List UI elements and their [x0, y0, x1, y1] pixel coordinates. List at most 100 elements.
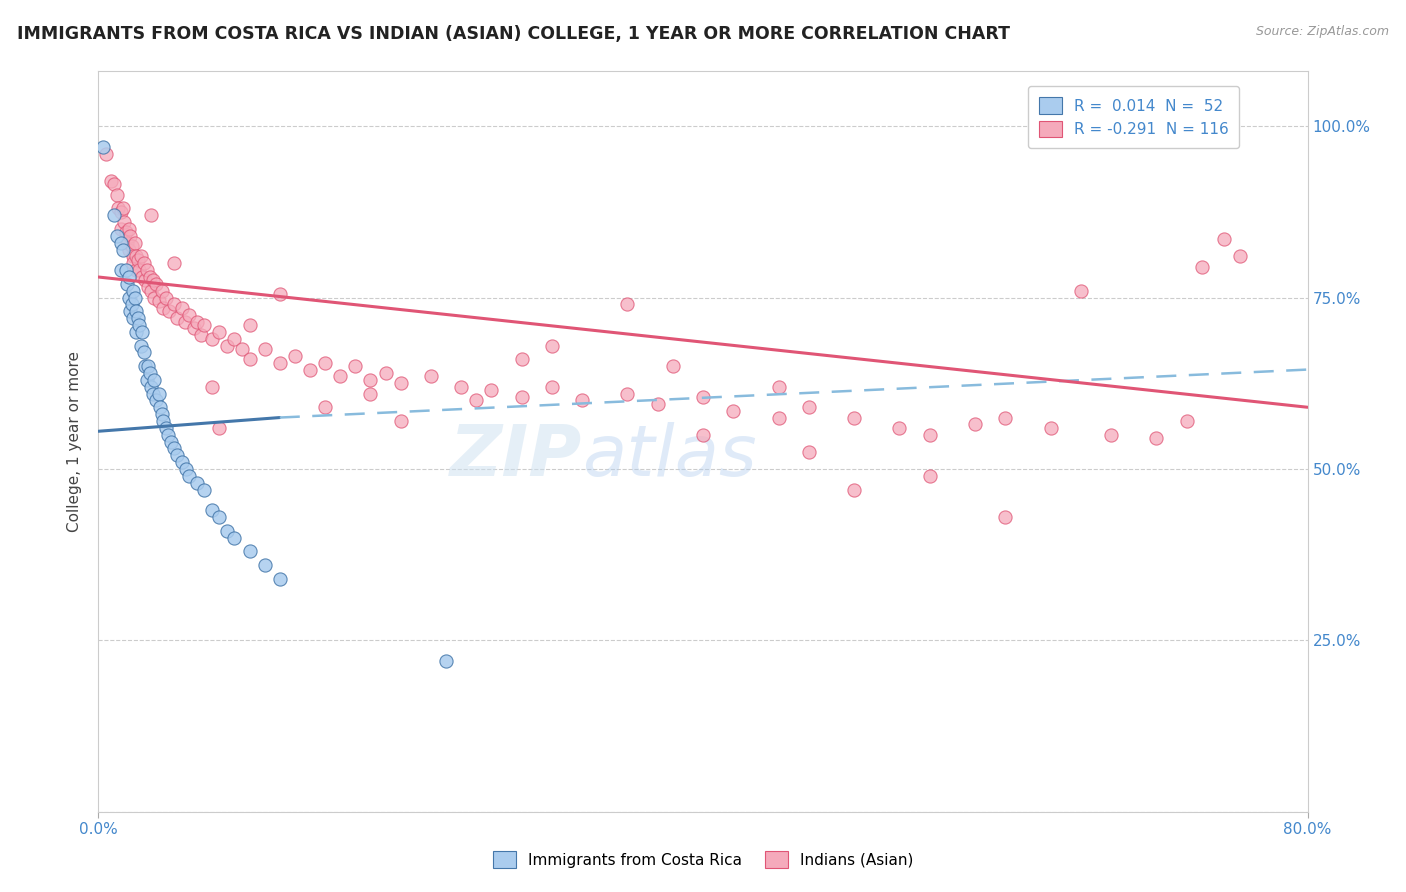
- Point: [139, 366, 162, 380]
- Point: [141, 380, 163, 394]
- Point: [170, 455, 193, 469]
- Point: [111, 202, 134, 216]
- Point: [152, 414, 174, 428]
- Point: [115, 277, 138, 291]
- Point: [91, 140, 114, 154]
- Point: [139, 270, 162, 285]
- Point: [299, 362, 322, 376]
- Point: [110, 205, 132, 219]
- Point: [616, 386, 638, 401]
- Point: [239, 352, 262, 367]
- Point: [170, 301, 193, 315]
- Point: [110, 235, 132, 250]
- Point: [114, 226, 136, 240]
- Point: [360, 386, 382, 401]
- Point: [253, 558, 276, 572]
- Point: [128, 263, 150, 277]
- Point: [94, 146, 117, 161]
- Point: [994, 510, 1017, 524]
- Point: [174, 462, 197, 476]
- Point: [163, 442, 186, 456]
- Point: [434, 654, 457, 668]
- Point: [111, 243, 134, 257]
- Point: [163, 256, 186, 270]
- Point: [118, 222, 141, 236]
- Point: [389, 376, 412, 391]
- Point: [692, 390, 714, 404]
- Point: [156, 427, 179, 442]
- Point: [193, 483, 215, 497]
- Point: [120, 228, 142, 243]
- Point: [284, 349, 307, 363]
- Point: [155, 291, 177, 305]
- Point: [127, 311, 149, 326]
- Point: [142, 273, 165, 287]
- Point: [115, 235, 138, 250]
- Point: [149, 401, 172, 415]
- Legend: Immigrants from Costa Rica, Indians (Asian): Immigrants from Costa Rica, Indians (Asi…: [485, 844, 921, 875]
- Point: [374, 366, 396, 380]
- Point: [127, 252, 149, 267]
- Text: Source: ZipAtlas.com: Source: ZipAtlas.com: [1256, 25, 1389, 38]
- Point: [103, 178, 125, 192]
- Point: [314, 356, 336, 370]
- Point: [481, 383, 503, 397]
- Point: [510, 352, 533, 367]
- Point: [844, 410, 866, 425]
- Point: [110, 222, 132, 236]
- Point: [208, 325, 231, 339]
- Point: [1070, 284, 1092, 298]
- Point: [1191, 260, 1213, 274]
- Point: [1213, 232, 1236, 246]
- Point: [135, 263, 157, 277]
- Point: [994, 410, 1017, 425]
- Point: [163, 297, 186, 311]
- Point: [141, 284, 163, 298]
- Point: [134, 359, 156, 373]
- Point: [124, 235, 146, 250]
- Point: [329, 369, 352, 384]
- Point: [208, 510, 231, 524]
- Point: [190, 328, 212, 343]
- Point: [128, 318, 150, 332]
- Point: [450, 380, 472, 394]
- Point: [1146, 431, 1168, 445]
- Point: [360, 373, 382, 387]
- Point: [389, 414, 412, 428]
- Point: [239, 318, 262, 332]
- Point: [186, 315, 208, 329]
- Point: [510, 390, 533, 404]
- Point: [844, 483, 866, 497]
- Point: [143, 291, 166, 305]
- Point: [314, 401, 336, 415]
- Point: [132, 256, 155, 270]
- Point: [118, 291, 141, 305]
- Point: [118, 270, 141, 285]
- Text: IMMIGRANTS FROM COSTA RICA VS INDIAN (ASIAN) COLLEGE, 1 YEAR OR MORE CORRELATION: IMMIGRANTS FROM COSTA RICA VS INDIAN (AS…: [17, 25, 1010, 43]
- Point: [148, 386, 170, 401]
- Point: [797, 445, 820, 459]
- Point: [152, 301, 174, 315]
- Point: [193, 318, 215, 332]
- Point: [239, 544, 262, 558]
- Point: [121, 297, 143, 311]
- Point: [889, 421, 911, 435]
- Point: [107, 202, 129, 216]
- Point: [103, 208, 125, 222]
- Point: [918, 468, 941, 483]
- Point: [122, 284, 145, 298]
- Point: [159, 304, 181, 318]
- Point: [540, 380, 562, 394]
- Point: [121, 239, 143, 253]
- Point: [134, 273, 156, 287]
- Point: [118, 243, 141, 257]
- Point: [179, 468, 201, 483]
- Point: [208, 421, 231, 435]
- Point: [166, 448, 188, 462]
- Point: [125, 304, 148, 318]
- Point: [224, 332, 246, 346]
- Point: [173, 315, 195, 329]
- Point: [344, 359, 367, 373]
- Y-axis label: College, 1 year or more: College, 1 year or more: [67, 351, 83, 532]
- Point: [661, 359, 683, 373]
